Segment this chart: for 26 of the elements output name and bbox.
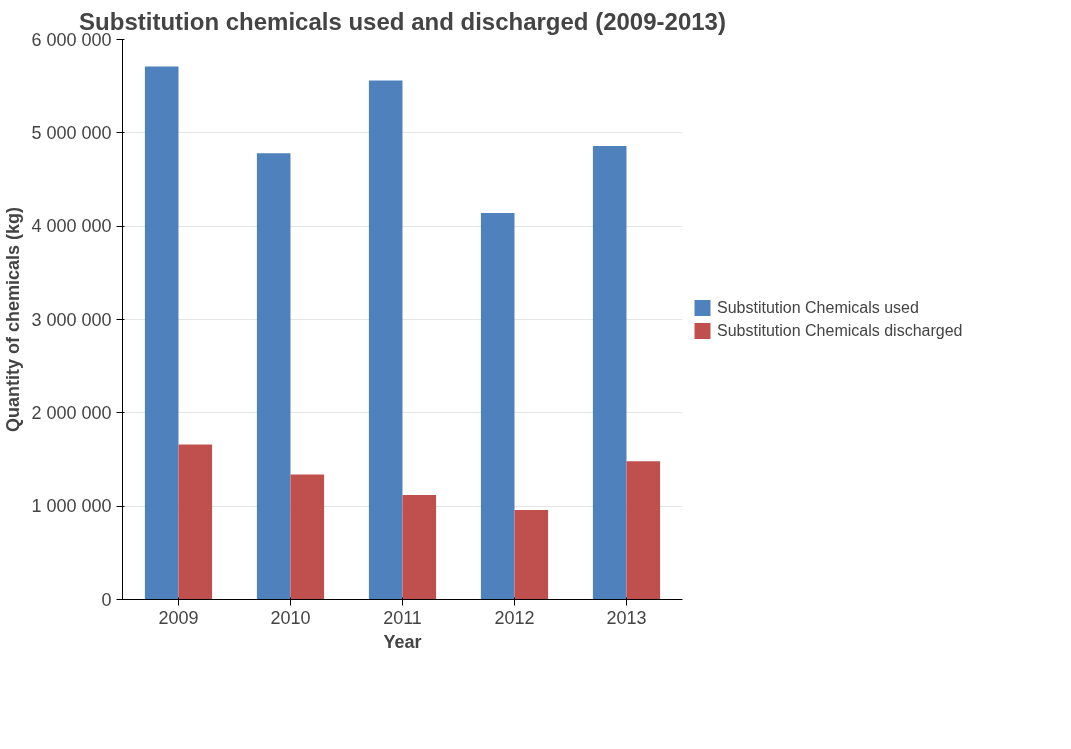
x-tick-label: 2013 <box>606 607 647 628</box>
y-axis-title: Quantity of chemicals (kg) <box>3 206 24 433</box>
x-tick-label: 2009 <box>158 607 199 628</box>
bar <box>144 66 179 600</box>
bar <box>626 461 661 600</box>
bar <box>514 509 549 600</box>
bar <box>480 213 515 600</box>
bar <box>290 474 325 600</box>
y-tick-label: 6 000 000 <box>31 29 112 50</box>
bar <box>402 494 437 600</box>
y-tick-label: 4 000 000 <box>31 216 112 237</box>
y-tick-label: 2 000 000 <box>31 402 112 423</box>
legend-label: Substitution Chemicals used <box>717 298 919 317</box>
x-tick-label: 2010 <box>270 607 311 628</box>
bar <box>368 80 403 600</box>
bar <box>256 153 291 600</box>
y-tick-label: 0 <box>101 589 112 610</box>
bar <box>178 444 213 600</box>
bar <box>592 145 627 600</box>
y-tick-label: 3 000 000 <box>31 309 112 330</box>
legend-label: Substitution Chemicals discharged <box>717 321 963 340</box>
x-tick-label: 2011 <box>383 607 422 628</box>
x-axis-title: Year <box>383 631 422 652</box>
y-tick-label: 1 000 000 <box>31 496 112 517</box>
x-tick-label: 2012 <box>494 607 535 628</box>
y-tick-label: 5 000 000 <box>31 122 112 143</box>
